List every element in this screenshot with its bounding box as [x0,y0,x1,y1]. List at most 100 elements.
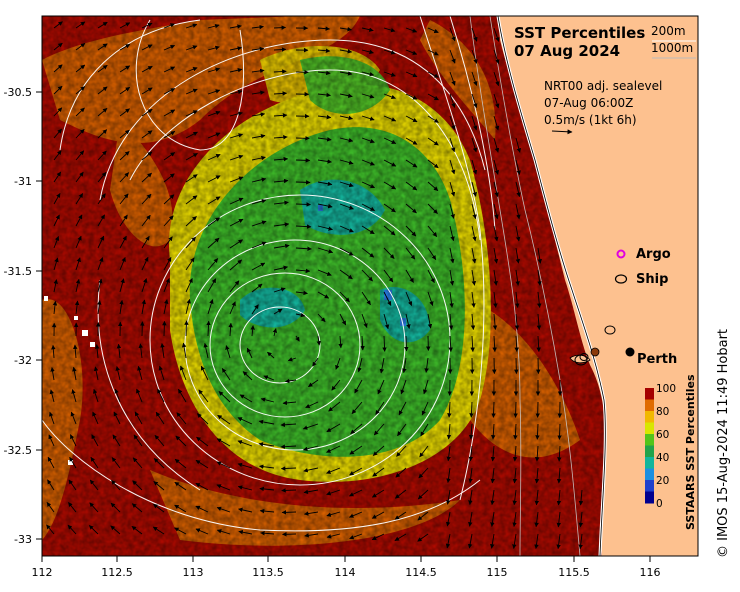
colorbar-tick: 60 [656,429,670,441]
current-arrow [53,42,63,51]
current-arrow [515,203,521,220]
current-arrow [361,269,373,282]
current-arrow [383,225,396,236]
current-arrow [493,247,499,264]
current-arrow [251,241,267,249]
current-arrow [493,203,499,220]
current-arrow [339,269,353,280]
current-arrow [246,347,253,359]
current-arrow [383,181,397,190]
credit-text: © IMOS 15-Aug-2024 11:49 Hobart [716,328,731,558]
current-arrow [295,335,300,342]
current-arrow [237,440,253,447]
sealevel-contours [42,16,496,532]
current-arrow [75,193,84,205]
current-arrow [471,181,477,197]
current-arrow [53,257,59,271]
current-arrow [88,525,99,535]
current-arrow [89,479,99,491]
current-arrow [163,215,174,227]
current-arrow [196,436,209,447]
current-arrow [534,445,540,462]
y-tick-label: -31.5 [3,265,32,278]
current-arrow [242,371,253,381]
current-arrow [163,194,175,205]
current-arrow [317,313,326,323]
current-arrow [405,269,414,283]
current-arrow [514,335,519,353]
current-arrow [339,49,353,54]
current-arrow [225,345,231,359]
current-arrow [493,159,500,175]
current-arrow [295,158,311,163]
current-arrow [154,434,165,447]
current-arrow [185,236,196,249]
bathymetry-contours [469,16,581,556]
colorbar-swatch [645,422,654,435]
current-arrow [361,225,375,235]
colorbar-swatch [645,434,654,446]
current-arrow [195,505,209,513]
current-arrow [317,114,332,120]
current-arrow [513,401,518,418]
current-arrow [468,511,473,527]
current-arrow [302,445,319,452]
current-arrow [361,203,375,211]
current-arrow [238,507,253,513]
current-arrow [317,247,334,254]
current-arrow [515,291,520,308]
current-arrow [179,365,187,381]
current-arrow [50,367,55,381]
current-arrow [200,365,209,381]
current-arrow [207,299,214,315]
current-arrow [273,200,289,206]
current-arrow [97,86,108,95]
current-arrow [449,115,456,131]
current-arrow [557,445,562,462]
current-arrow [97,214,105,227]
current-arrow [348,511,363,518]
current-arrow [185,257,195,271]
current-arrow [512,511,517,528]
ship-marker-icon [614,274,628,284]
current-arrow [383,203,396,213]
colorbar-swatch [645,480,654,492]
current-arrow [111,479,121,491]
current-arrow [207,258,219,271]
current-arrow [372,445,385,456]
current-arrow [251,155,266,161]
current-arrow [174,458,187,469]
current-arrow [514,313,520,330]
current-arrow [280,422,297,428]
map-date: 07 Aug 2024 [514,42,621,60]
current-arrow [512,467,518,484]
argo-label: Argo [636,247,671,262]
current-arrow [471,269,477,286]
current-arrow [449,27,456,42]
current-arrow [339,71,353,76]
current-arrow [273,134,288,140]
current-arrow [75,150,85,161]
current-arrow [304,533,319,538]
current-arrow [207,67,221,73]
current-arrow [75,214,83,227]
current-arrow [203,342,209,359]
current-arrow [427,203,438,214]
current-arrow [383,159,397,167]
current-source: NRT00 adj. sealevel [544,79,663,93]
current-arrow [471,203,477,220]
current-arrow [427,225,438,237]
current-arrow [53,193,61,205]
current-arrow [132,480,143,491]
current-arrow [295,224,312,229]
current-arrow [493,137,500,153]
current-arrow [383,269,394,283]
current-arrow [326,533,341,539]
colorbar-tick: 40 [656,452,670,464]
current-arrow [206,320,211,337]
current-arrow [326,511,341,517]
current-arrow [317,26,331,31]
current-arrow [512,489,517,506]
current-arrow [468,467,473,484]
